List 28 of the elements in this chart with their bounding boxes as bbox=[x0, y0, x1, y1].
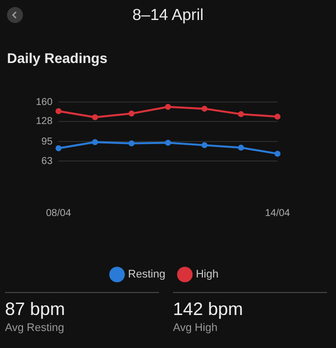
point bbox=[56, 108, 62, 114]
y-tick-label: 63 bbox=[41, 156, 53, 167]
chart-title: 8–14 April bbox=[131, 7, 205, 25]
x-tick-label: 14/04 bbox=[264, 208, 290, 219]
point bbox=[165, 140, 171, 146]
legend-label: Resting bbox=[128, 268, 166, 281]
point bbox=[128, 110, 135, 117]
x-tick-label: 08/04 bbox=[46, 208, 72, 219]
point bbox=[92, 114, 98, 120]
text: 142 bpm bbox=[173, 299, 244, 320]
point bbox=[201, 142, 208, 148]
y-tick-label: 128 bbox=[36, 116, 53, 128]
text: Avg High bbox=[173, 322, 218, 334]
text: 87 bpm bbox=[5, 299, 66, 320]
point bbox=[92, 139, 98, 146]
point bbox=[165, 104, 171, 110]
point bbox=[201, 106, 208, 112]
point bbox=[128, 140, 135, 146]
point bbox=[274, 150, 280, 157]
point bbox=[238, 111, 244, 118]
point bbox=[274, 114, 280, 120]
point bbox=[238, 144, 244, 151]
y-tick-label: 95 bbox=[41, 136, 53, 148]
chart-subtitle: Daily Readings bbox=[7, 50, 108, 66]
y-tick-label: 160 bbox=[36, 96, 53, 108]
legend-label: High bbox=[196, 268, 218, 281]
text: Avg Resting bbox=[5, 322, 66, 334]
point bbox=[56, 145, 62, 152]
